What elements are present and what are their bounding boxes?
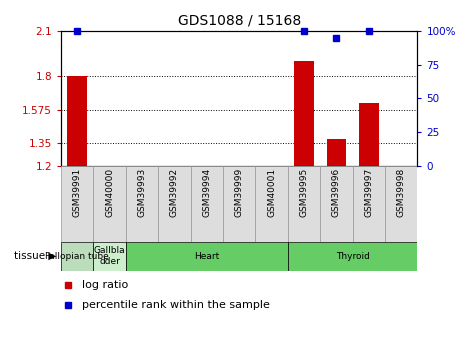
- Bar: [126, 241, 288, 271]
- Bar: [61, 166, 93, 242]
- Bar: [68, 76, 87, 166]
- Text: Thyroid: Thyroid: [336, 252, 370, 261]
- Text: GSM39992: GSM39992: [170, 168, 179, 217]
- Text: GSM39998: GSM39998: [397, 168, 406, 217]
- Bar: [353, 166, 385, 242]
- Bar: [158, 166, 190, 242]
- Bar: [288, 166, 320, 242]
- Text: GDS1088 / 15168: GDS1088 / 15168: [178, 14, 301, 28]
- Bar: [93, 166, 126, 242]
- Bar: [93, 241, 126, 271]
- Bar: [288, 241, 417, 271]
- Bar: [385, 166, 417, 242]
- Bar: [126, 166, 158, 242]
- Bar: [320, 166, 353, 242]
- Text: GSM39993: GSM39993: [137, 168, 146, 217]
- Text: percentile rank within the sample: percentile rank within the sample: [83, 300, 270, 310]
- Text: GSM39995: GSM39995: [300, 168, 309, 217]
- Text: GSM39991: GSM39991: [73, 168, 82, 217]
- Bar: [327, 139, 346, 166]
- Bar: [223, 166, 256, 242]
- Text: GSM40001: GSM40001: [267, 168, 276, 217]
- Bar: [359, 103, 378, 166]
- Text: Fallopian tube: Fallopian tube: [45, 252, 109, 261]
- Text: log ratio: log ratio: [83, 280, 129, 289]
- Bar: [190, 166, 223, 242]
- Text: Heart: Heart: [194, 252, 219, 261]
- Text: tissue ▶: tissue ▶: [14, 251, 56, 261]
- Text: GSM39996: GSM39996: [332, 168, 341, 217]
- Text: GSM39999: GSM39999: [234, 168, 244, 217]
- Text: Gallbla
dder: Gallbla dder: [94, 246, 125, 266]
- Text: GSM40000: GSM40000: [105, 168, 114, 217]
- Bar: [256, 166, 288, 242]
- Text: GSM39997: GSM39997: [364, 168, 373, 217]
- Bar: [61, 241, 93, 271]
- Text: GSM39994: GSM39994: [202, 168, 212, 217]
- Bar: [294, 61, 314, 166]
